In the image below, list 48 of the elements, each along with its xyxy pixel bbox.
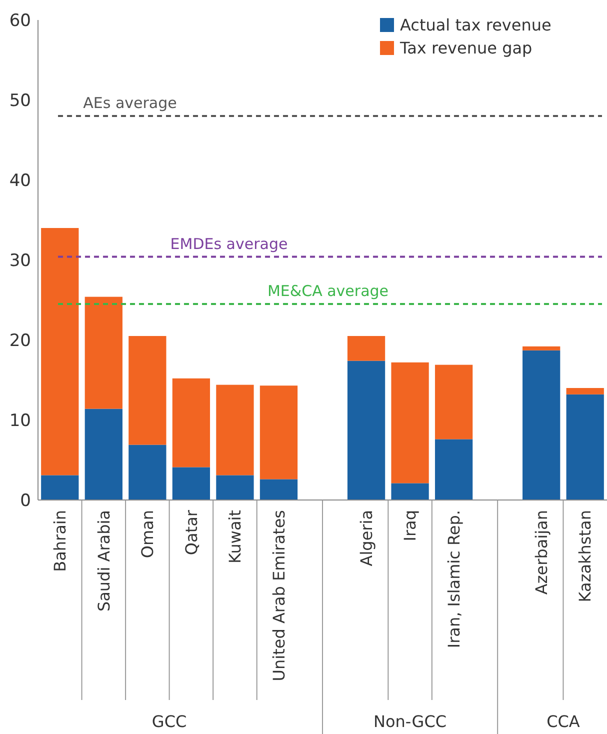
text: GCC	[152, 712, 187, 731]
bar	[391, 362, 429, 484]
ref-line-label: EMDEs average	[170, 234, 288, 253]
x-tick-label: United Arab Emirates	[269, 510, 288, 682]
x-tick-label: Iraq	[400, 510, 420, 542]
bar	[172, 378, 210, 468]
bar	[566, 388, 604, 394]
bar	[434, 364, 473, 440]
x-tick-label: Oman	[138, 510, 158, 558]
x-tick-label: Azerbaijan	[532, 510, 551, 595]
bar	[522, 350, 560, 500]
text: CCA	[546, 712, 580, 731]
bar	[128, 444, 166, 500]
bar	[84, 408, 122, 500]
x-tick-label: Bahrain	[50, 510, 70, 572]
text: Non-GCC	[374, 712, 447, 731]
x-tick-label: Kuwait	[226, 510, 245, 564]
bar	[522, 346, 560, 350]
bar	[260, 386, 298, 480]
bar	[216, 384, 254, 476]
y-tick-label: 20	[9, 330, 31, 351]
bar	[566, 394, 604, 500]
bar	[391, 483, 429, 500]
x-tick-label: Qatar	[182, 510, 201, 556]
bar	[84, 296, 122, 409]
bar	[347, 336, 386, 361]
bar	[41, 475, 79, 500]
legend-label: Tax revenue gap	[399, 38, 532, 58]
y-tick-label: 40	[9, 170, 31, 191]
bar	[434, 439, 473, 500]
x-tick-label: Kazakhstan	[576, 510, 595, 602]
x-tick-label: Iran, Islamic Rep.	[444, 510, 464, 648]
y-tick-label: 50	[9, 90, 31, 111]
y-tick-label: 10	[9, 410, 31, 431]
x-tick-label: Saudi Arabia	[94, 510, 114, 612]
y-tick-label: 30	[9, 250, 31, 271]
bar	[216, 475, 254, 500]
bar	[260, 479, 298, 500]
bar	[41, 228, 79, 476]
y-tick-label: 0	[20, 490, 31, 511]
y-tick-label: 60	[9, 10, 31, 31]
ref-line-label: AEs average	[83, 94, 177, 112]
ref-line-label: ME&CA average	[267, 282, 389, 300]
bar	[172, 467, 210, 500]
bar	[128, 336, 166, 445]
x-tick-label: Algeria	[356, 510, 376, 566]
legend-label: Actual tax revenue	[400, 16, 552, 35]
bar	[347, 360, 386, 500]
